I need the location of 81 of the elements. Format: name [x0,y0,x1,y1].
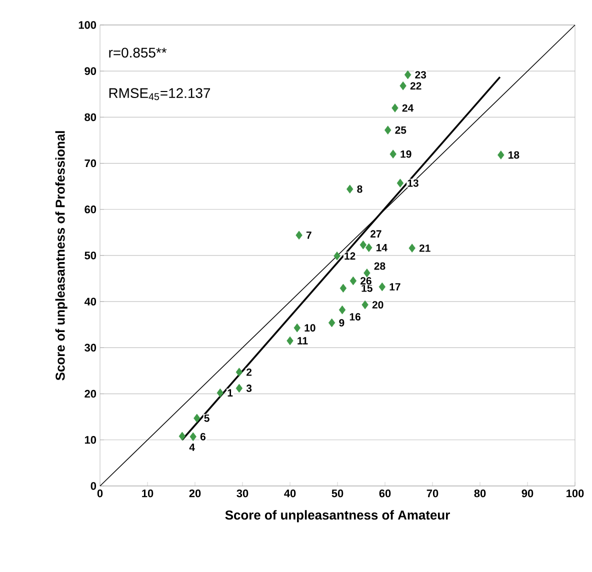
point [498,150,504,160]
x-tick-label: 70 [426,490,438,498]
annotation: 2 [246,368,252,376]
annotation: 25 [395,126,406,134]
point [340,284,347,293]
point [236,384,243,393]
point [350,276,357,286]
annotation: r=0.855** [109,48,167,58]
point [390,150,396,158]
point [392,104,398,112]
annotation: 21 [419,244,430,252]
point [400,81,406,90]
point [362,300,368,310]
y-tick-label: 90 [84,67,96,75]
annotation: 23 [415,71,426,78]
annotation: 1 [228,389,233,396]
point [334,252,340,260]
annotation: 20 [372,301,384,309]
point [396,178,404,188]
annotation: 22 [410,82,422,90]
annotation: 11 [298,337,308,344]
y-tick-label: 10 [84,436,96,444]
y-tick-label: 0 [90,482,96,490]
point [296,230,302,240]
annotation: 7 [306,232,312,239]
point [216,388,224,398]
annotation: 26 [360,277,372,285]
x-tick-label: 20 [189,490,201,498]
point [328,318,336,328]
annotation: 18 [508,151,520,159]
x-tick-label: 80 [474,490,486,498]
annotation: 3 [246,384,252,392]
point [404,70,412,80]
y-tick-label: 60 [84,206,96,214]
annotation: 8 [357,185,362,193]
point [294,323,300,332]
annotation: 27 [370,230,382,238]
point [408,244,416,253]
y-tick-label: 80 [84,113,96,122]
x-tick-label: 10 [142,490,154,498]
x-tick-label: 90 [522,490,534,498]
x-tick-label: 50 [332,490,344,498]
annotation: 14 [376,244,388,252]
annotation: 16 [350,313,360,321]
point [190,432,196,442]
point [366,243,372,252]
x-tick-label: 0 [97,490,103,498]
annotation: 17 [390,283,400,290]
annotation: 28 [374,262,386,270]
point [360,240,367,250]
y-tick-label: 30 [84,344,96,352]
y-axis-title: Score of unpleasantness of Professional [55,131,68,380]
annotation: 19 [400,150,412,158]
annotation: 12 [344,252,356,260]
x-tick-label: 100 [566,490,584,498]
annotation: 4 [189,444,195,451]
point [384,126,392,134]
y-tick-label: 40 [84,298,96,306]
annotation: 9 [339,319,344,326]
annotation: 5 [204,414,210,422]
annotation: 10 [304,324,316,332]
x-tick-label: 30 [236,490,248,498]
annotation: RMSE$_{45}$=12.137 [109,88,210,100]
point [178,432,186,441]
x-tick-label: 60 [379,490,391,498]
point [378,282,386,292]
x-axis-title: Score of unpleasantness of Amateur [225,510,450,522]
point [236,368,243,377]
point [286,336,294,346]
annotation: 6 [200,432,206,440]
y-tick-label: 70 [84,159,96,168]
point [364,268,370,278]
y-tick-label: 20 [84,390,96,398]
point [194,414,200,423]
x-tick-label: 40 [284,490,296,498]
annotation: 24 [402,104,414,112]
point [346,184,354,194]
point [338,305,346,314]
annotation: 13 [408,179,418,187]
y-tick-label: 50 [84,252,96,260]
y-tick-label: 100 [78,21,96,29]
